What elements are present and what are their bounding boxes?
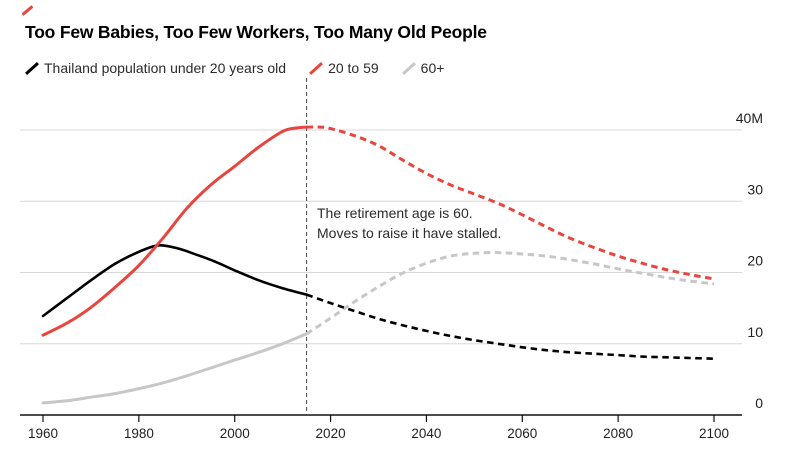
- x-tick-label: 1960: [28, 426, 58, 441]
- y-tick-label: 10: [747, 324, 763, 340]
- annotation-line: The retirement age is 60.: [317, 205, 473, 221]
- series-line-solid: [41, 125, 309, 337]
- legend-item-under-20: Thailand population under 20 years old: [25, 60, 286, 76]
- legend-item-20-to-59: 20 to 59: [309, 60, 379, 76]
- x-tick-label: 2080: [603, 426, 633, 441]
- legend: Thailand population under 20 years old 2…: [25, 60, 444, 76]
- x-tick-label: 2000: [220, 426, 250, 441]
- y-tick-label: 0: [755, 395, 763, 411]
- x-axis: 1960 1980 2000 2020 2040 2060 2080 2100: [28, 415, 729, 441]
- x-tick-label: 2020: [316, 426, 346, 441]
- legend-label: 60+: [420, 60, 445, 76]
- series-line-projection: [305, 251, 715, 336]
- series-60-plus: [41, 251, 715, 405]
- y-tick-label: 40M: [736, 110, 763, 126]
- retirement-age-annotation: The retirement age is 60. Moves to raise…: [317, 203, 501, 244]
- x-tick-label: 1980: [124, 426, 154, 441]
- gridlines: [20, 129, 742, 416]
- legend-label: 20 to 59: [328, 60, 379, 76]
- x-tick-label: 2060: [507, 426, 537, 441]
- x-tick-label: 2100: [699, 426, 729, 441]
- series-line-projection: [306, 293, 715, 360]
- y-tick-label: 30: [747, 181, 763, 197]
- y-tick-label: 20: [747, 253, 763, 269]
- annotation-line: Moves to raise it have stalled.: [317, 225, 502, 242]
- chart-title: Too Few Babies, Too Few Workers, Too Man…: [25, 22, 487, 42]
- series-line-solid: [41, 243, 308, 318]
- x-tick-label: 2040: [411, 426, 441, 441]
- series-20-to-59: [41, 125, 715, 337]
- series-line-solid: [41, 332, 309, 405]
- series-line-projection: [306, 125, 715, 281]
- series-under-20: [41, 243, 715, 360]
- y-axis-labels: 0 10 20 30 40M: [736, 110, 763, 411]
- legend-item-60-plus: 60+: [401, 60, 445, 76]
- legend-label: Thailand population under 20 years old: [44, 60, 287, 76]
